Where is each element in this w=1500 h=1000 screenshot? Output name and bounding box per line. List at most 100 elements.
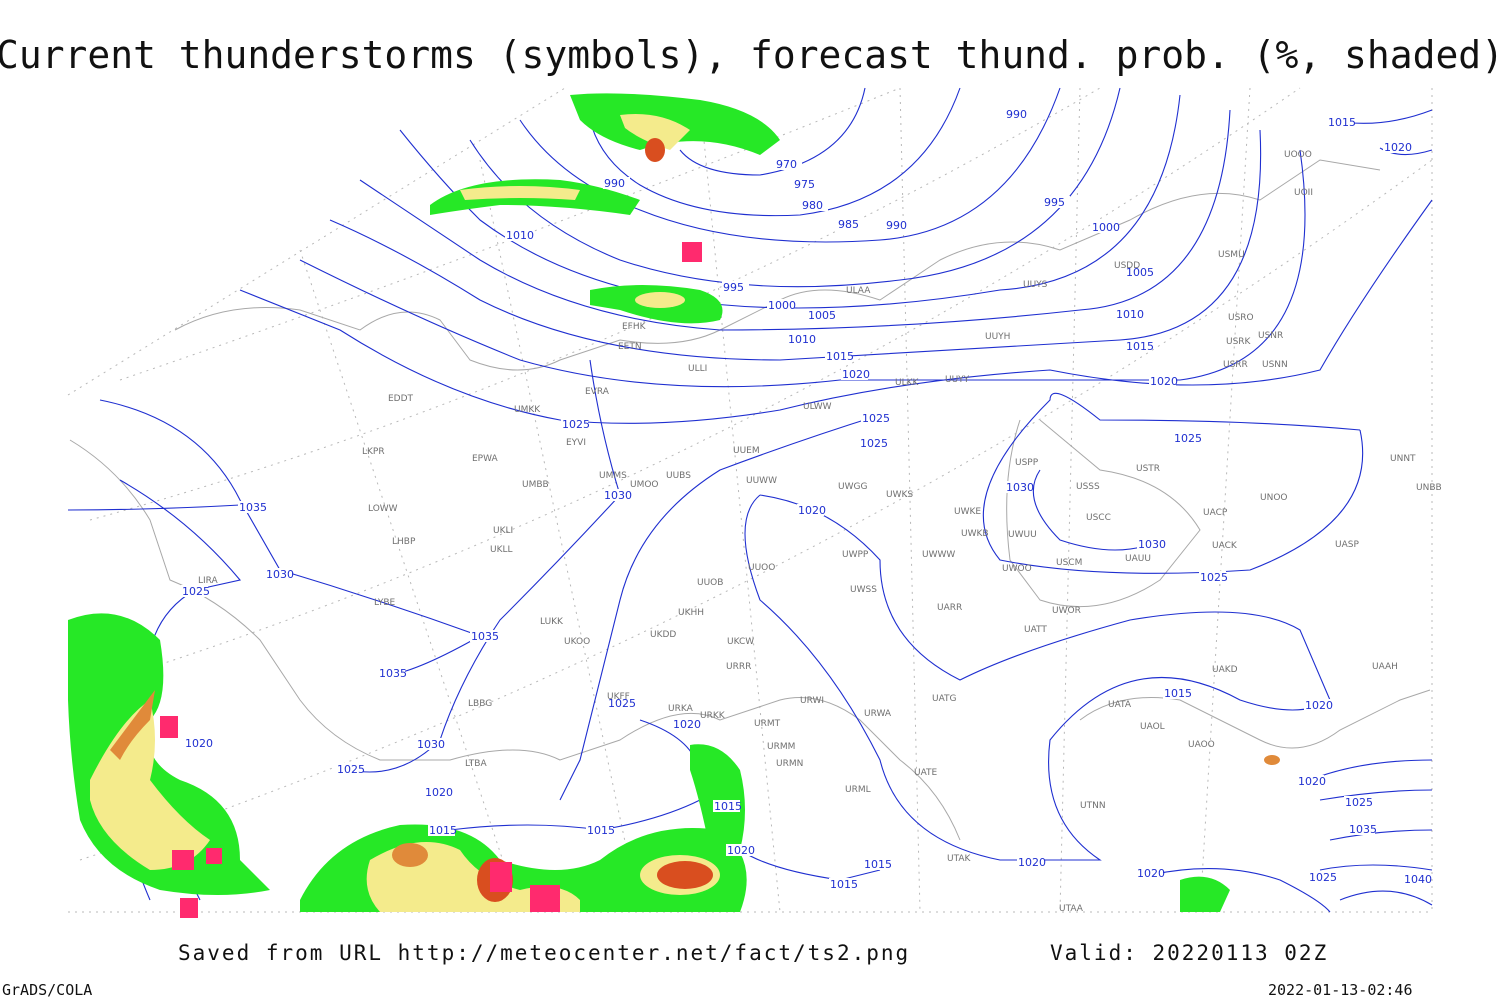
isobar-label: 1015 [826,350,854,363]
isobar-label: 1035 [379,667,407,680]
station-label: UUOO [748,563,775,573]
isobar-label: 1025 [1200,571,1228,584]
station-label: UTNN [1080,801,1106,811]
station-label: EFHK [622,322,647,332]
timestamp: 2022-01-13-02:46 [1268,981,1413,999]
isobar-label: 1000 [1092,221,1120,234]
isobar-label: 1035 [239,501,267,514]
isobar-label-bg [1173,432,1200,444]
isobar-label-bg [775,158,802,170]
station-label: UKCW [727,637,754,647]
station-label: USRR [1223,360,1248,370]
station-label: USCM [1056,558,1082,568]
station-label: EVRA [585,387,610,397]
isobar-label: 1020 [1137,867,1165,880]
station-label: UMOO [630,480,659,490]
station-label: UAKD [1212,665,1238,675]
isobar-label: 1015 [830,878,858,891]
isobar-label-bg [1297,775,1324,787]
isobar-label-bg [1005,481,1032,493]
station-label: LKPR [362,447,385,457]
isobar-label: 1015 [1328,116,1356,129]
station-label: UWPP [842,550,869,560]
station-label: USCC [1086,513,1111,523]
isobar-label: 985 [838,218,859,231]
station-label: UACK [1212,541,1238,551]
isobar-label: 1030 [604,489,632,502]
station-label: UUEM [733,446,760,456]
isobar-label-bg [336,763,363,775]
station-label: EPWA [472,454,499,464]
station-label: USNR [1258,331,1283,341]
station-label: UTAA [1059,904,1084,914]
station-label: UKOO [564,637,590,647]
station-label: UOOO [1284,150,1312,160]
station-label: UWOO [1002,564,1032,574]
graticule [67,87,1433,913]
station-label: UKFF [607,692,630,702]
station-label: LHBP [392,537,416,547]
isobar-label-bg [1348,823,1375,835]
isobar-label: 1020 [1384,141,1412,154]
thunderstorm-probability [68,93,1280,912]
isobar-label: 1015 [1126,340,1154,353]
isobar-label-bg [713,800,740,812]
station-label: UWGG [838,482,867,492]
station-label: URWI [800,696,824,706]
isobar-label-bg [829,878,856,890]
isobar-label-bg [1344,796,1371,808]
station-label: URKK [700,711,726,721]
isobar-label: 1030 [1138,538,1166,551]
isobar-label: 980 [802,199,823,212]
station-label: UWWW [922,550,955,560]
software: GrADS/COLA [2,981,92,999]
isobar-label-bg [672,718,699,730]
station-label: UKLI [493,526,513,536]
isobar-label-bg [1005,108,1032,120]
station-label: USNN [1262,360,1288,370]
isobar-label-bg [863,858,890,870]
station-label: LIRA [198,576,219,586]
station-label: UTAK [947,854,972,864]
station-label: UATG [932,694,957,704]
isobar-label: 1020 [185,737,213,750]
station-label: UWOR [1052,606,1081,616]
station-label: LYBE [374,598,395,608]
isobar-label: 1015 [587,824,615,837]
isobar-label: 1030 [1006,481,1034,494]
isobar-label: 995 [1044,196,1065,209]
isobar-label-bg [825,350,852,362]
isobar-label-bg [1163,687,1190,699]
isobar-label: 1025 [860,437,888,450]
station-label: UMBB [522,480,549,490]
isobar-label: 1010 [788,333,816,346]
station-label: UATT [1024,625,1047,635]
isobar-label-bg [1125,266,1152,278]
isobar-label: 1005 [808,309,836,322]
isobar-label: 1025 [182,585,210,598]
isobar-labels: 990 970 975 980 985 990 990 995 1000 1005 1010 1015… [181,108,1432,891]
station-label: EDDT [388,394,414,404]
valid-time: Valid: 20220113 02Z [1050,941,1328,965]
isobar-label-bg [424,786,451,798]
station-label: UAAH [1372,662,1398,672]
isobar-label-bg [265,568,292,580]
isobar-label: 1025 [1309,871,1337,884]
isobar-label-bg [1091,221,1118,233]
isobar-label: 990 [604,177,625,190]
isobar-label: 1020 [1298,775,1326,788]
isobar-label-bg [416,738,443,750]
isobar-label-bg [603,177,630,189]
station-label: USMU [1218,250,1245,260]
isobar-label-bg [1403,873,1430,885]
station-label: UAUU [1125,554,1151,564]
isobar-label: 1035 [1349,823,1377,836]
isobar-label-bg [378,667,405,679]
isobar-label: 1025 [1345,796,1373,809]
isobar-label-bg [1125,340,1152,352]
isobar-label-bg [767,299,794,311]
station-label: URKA [668,704,694,714]
isobar-label: 970 [776,158,797,171]
